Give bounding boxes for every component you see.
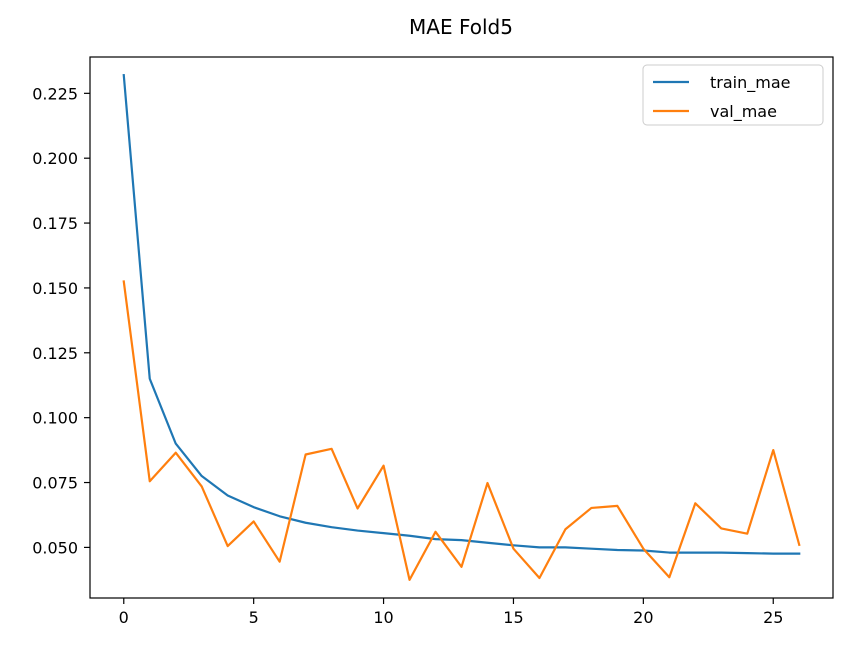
y-tick-label: 0.175: [32, 214, 78, 233]
y-tick-label: 0.050: [32, 538, 78, 557]
y-axis: 0.050 0.075 0.100 0.125 0.150 0.175 0.200 0.225: [32, 84, 90, 557]
series-layer: [122, 73, 801, 581]
x-axis: 0 5 10 15 20 25: [119, 598, 783, 627]
x-tick-label: 0: [119, 608, 129, 627]
x-tick-label: 20: [633, 608, 653, 627]
legend: train_mae val_mae: [642, 64, 824, 126]
x-tick-label: 10: [373, 608, 393, 627]
x-tick-label: 5: [249, 608, 259, 627]
chart-title: MAE Fold5: [409, 15, 513, 39]
plot-frame: [89, 56, 834, 599]
y-tick-label: 0.225: [32, 84, 78, 103]
y-tick-label: 0.100: [32, 409, 78, 428]
y-tick-label: 0.200: [32, 149, 78, 168]
legend-label-train_mae: train_mae: [710, 73, 790, 93]
x-tick-label: 25: [763, 608, 783, 627]
legend-label-val_mae: val_mae: [710, 102, 777, 122]
y-tick-label: 0.150: [32, 279, 78, 298]
y-tick-label: 0.075: [32, 474, 78, 493]
x-tick-label: 15: [503, 608, 523, 627]
y-tick-label: 0.125: [32, 344, 78, 363]
